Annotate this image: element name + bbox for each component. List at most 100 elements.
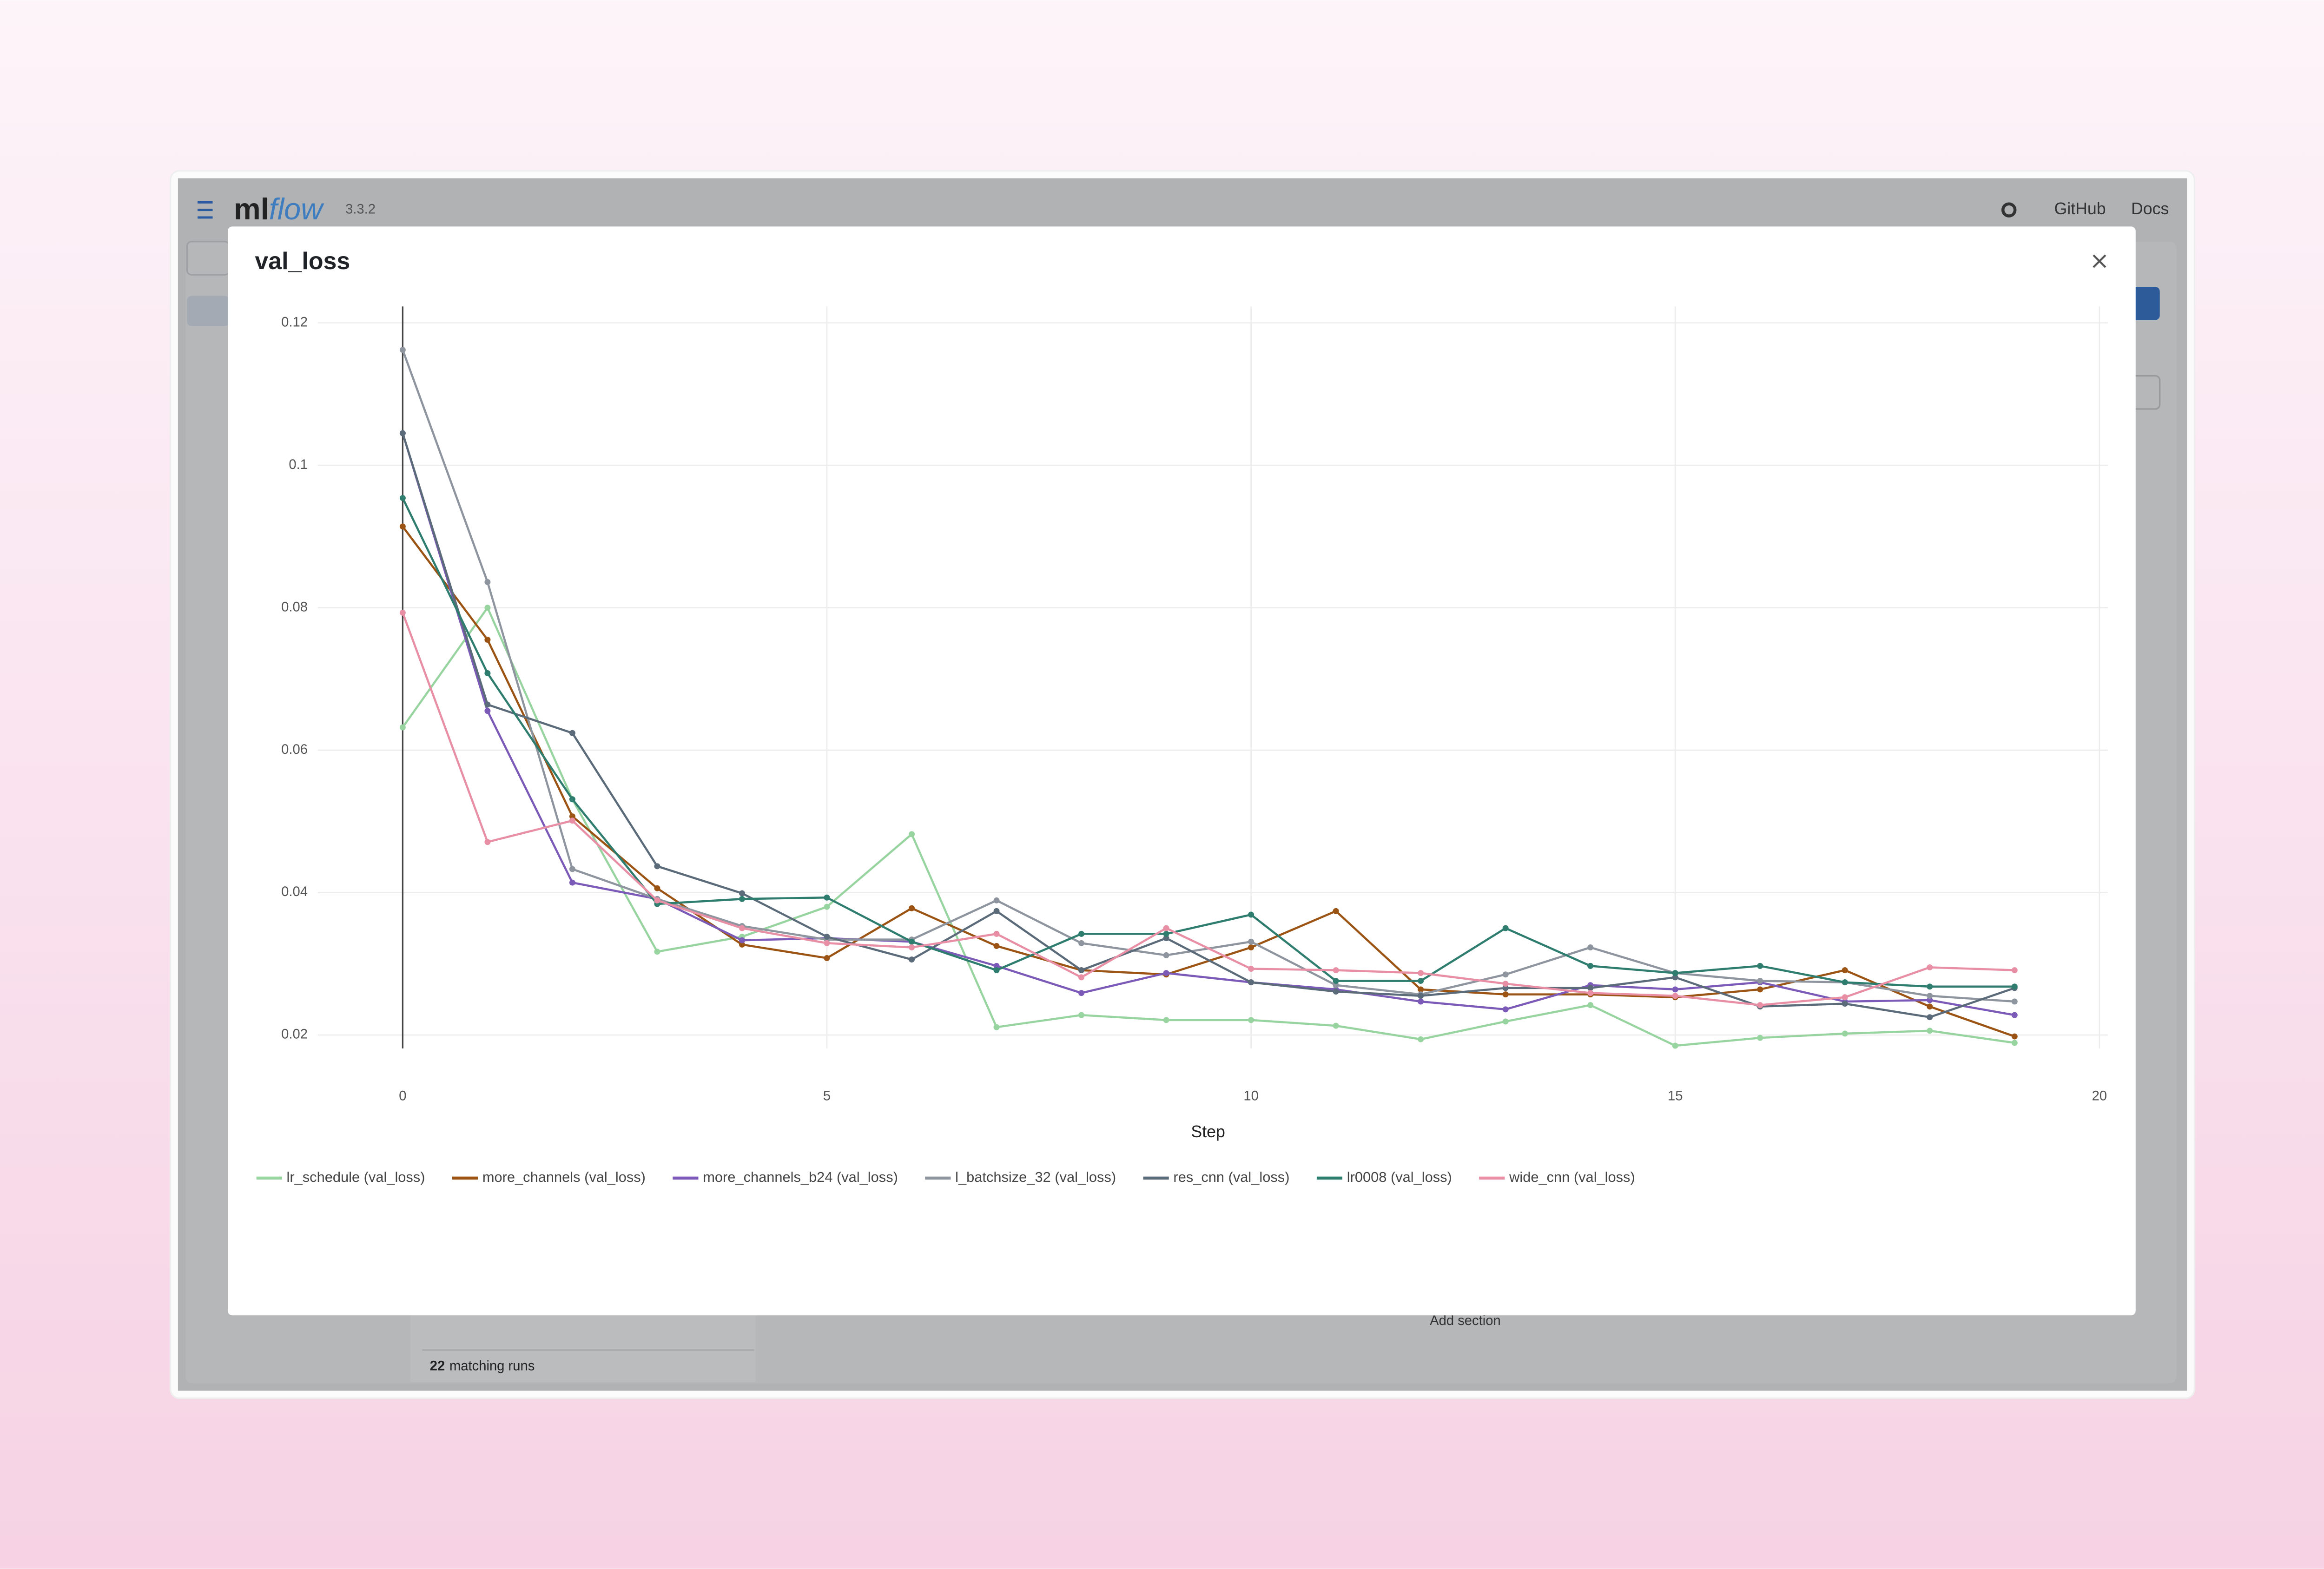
x-axis-label: Step xyxy=(1191,1122,1225,1141)
data-point xyxy=(824,955,830,962)
count: 22 xyxy=(430,1358,445,1373)
data-point xyxy=(569,796,575,803)
data-point xyxy=(993,908,1000,914)
legend-label: l_batchsize_32 (val_loss) xyxy=(955,1169,1116,1185)
data-point xyxy=(1078,990,1085,996)
data-point xyxy=(824,894,830,901)
x-tick-label: 15 xyxy=(1668,1088,1683,1103)
data-point xyxy=(569,730,575,736)
data-point xyxy=(1672,986,1678,993)
data-point xyxy=(1333,967,1339,974)
data-point xyxy=(1163,1017,1169,1023)
y-tick-label: 0.02 xyxy=(281,1027,308,1042)
data-point xyxy=(1927,1003,1933,1010)
series-line xyxy=(402,497,2015,988)
legend-label: more_channels_b24 (val_loss) xyxy=(703,1169,898,1185)
data-point xyxy=(1418,1036,1424,1042)
series-line xyxy=(402,605,2015,1047)
close-button[interactable] xyxy=(2093,254,2106,268)
data-point xyxy=(1672,974,1678,981)
data-point xyxy=(484,605,491,611)
legend-label: more_channels (val_loss) xyxy=(482,1169,646,1185)
data-point xyxy=(739,925,745,931)
data-point xyxy=(569,817,575,824)
data-point xyxy=(1418,998,1424,1005)
y-tick-label: 0.1 xyxy=(289,457,308,472)
modal xyxy=(227,226,2136,1316)
data-point xyxy=(909,831,915,837)
data-point xyxy=(1927,983,1933,990)
legend-item[interactable]: res_cnn (val_loss) xyxy=(1143,1169,1290,1185)
data-point xyxy=(1248,938,1254,945)
data-point xyxy=(1333,982,1339,989)
nav-link[interactable]: GitHub xyxy=(2054,199,2106,218)
data-point xyxy=(1672,993,1678,999)
data-point xyxy=(1502,971,1509,978)
data-point xyxy=(993,1024,1000,1030)
add-section[interactable]: Add section xyxy=(1430,1313,1501,1328)
data-point xyxy=(1757,1002,1763,1009)
data-point xyxy=(1418,986,1424,993)
x-tick-label: 10 xyxy=(1243,1088,1258,1103)
data-point xyxy=(399,430,406,436)
data-point xyxy=(569,813,575,820)
data-point xyxy=(1418,978,1424,984)
data-point xyxy=(739,941,745,948)
data-point xyxy=(1333,1022,1339,1029)
legend-label: lr0008 (val_loss) xyxy=(1347,1169,1452,1185)
logo[interactable]: mlflow xyxy=(234,192,324,226)
x-tick-label: 20 xyxy=(2092,1088,2107,1103)
data-point xyxy=(909,956,915,963)
data-point xyxy=(1842,979,1848,986)
data-point xyxy=(484,637,491,643)
data-point xyxy=(1927,964,1933,970)
legend-item[interactable]: wide_cnn (val_loss) xyxy=(1479,1169,1635,1185)
legend-item[interactable]: more_channels (val_loss) xyxy=(452,1169,646,1185)
data-point xyxy=(1672,1042,1678,1049)
data-point xyxy=(569,866,575,872)
data-point xyxy=(654,885,660,891)
count-label: matching runs xyxy=(449,1358,535,1373)
legend-label: wide_cnn (val_loss) xyxy=(1509,1169,1635,1185)
series-line xyxy=(402,612,2015,1006)
data-point xyxy=(1757,986,1763,993)
data-point xyxy=(993,962,1000,969)
data-point xyxy=(1163,952,1169,958)
data-point xyxy=(739,937,745,943)
x-tick-label: 0 xyxy=(399,1088,406,1103)
logo-ml: ml xyxy=(234,192,269,226)
data-point xyxy=(993,897,1000,903)
data-point xyxy=(1927,993,1933,999)
data-point xyxy=(399,495,406,501)
data-point xyxy=(1757,962,1763,969)
data-point xyxy=(909,938,915,945)
runs-count: 22 matching runs xyxy=(430,1358,535,1373)
legend-item[interactable]: more_channels_b24 (val_loss) xyxy=(673,1169,898,1185)
plot: 0.02 0.04 0.06 0.08 0.1 0.12 0 5 10 15 20 lr_schedu… xyxy=(256,306,2108,1185)
data-point xyxy=(739,896,745,902)
nav-link[interactable]: Docs xyxy=(2131,199,2169,218)
legend-item[interactable]: l_batchsize_32 (val_loss) xyxy=(925,1169,1116,1185)
data-point xyxy=(1502,981,1509,987)
nav-active[interactable] xyxy=(187,296,230,326)
data-point xyxy=(993,930,1000,937)
legend-label: res_cnn (val_loss) xyxy=(1173,1169,1289,1185)
legend-item[interactable]: lr_schedule (val_loss) xyxy=(256,1169,425,1185)
data-point xyxy=(1502,1018,1509,1025)
y-tick-label: 0.04 xyxy=(281,884,308,899)
data-point xyxy=(1078,930,1085,937)
data-point xyxy=(484,708,491,714)
data-point xyxy=(484,670,491,677)
data-point xyxy=(1163,935,1169,942)
y-tick-label: 0.08 xyxy=(281,600,308,614)
data-point xyxy=(484,579,491,585)
data-point xyxy=(2011,967,2018,974)
menu-icon[interactable] xyxy=(198,201,213,219)
legend-item[interactable]: lr0008 (val_loss) xyxy=(1316,1169,1452,1185)
data-point xyxy=(1248,1017,1254,1023)
data-point xyxy=(1587,962,1594,969)
data-point xyxy=(739,890,745,897)
settings-icon[interactable] xyxy=(2001,202,2017,218)
data-point xyxy=(1333,908,1339,914)
data-point xyxy=(909,944,915,951)
